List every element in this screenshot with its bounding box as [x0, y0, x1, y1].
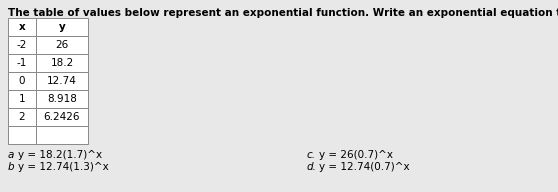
Text: d.: d. — [307, 162, 317, 172]
Text: y = 12.74(1.3)^x: y = 12.74(1.3)^x — [18, 162, 109, 172]
Text: 12.74: 12.74 — [47, 76, 77, 86]
Text: y = 26(0.7)^x: y = 26(0.7)^x — [319, 150, 393, 160]
Text: y = 18.2(1.7)^x: y = 18.2(1.7)^x — [18, 150, 102, 160]
Text: x: x — [18, 22, 25, 32]
Text: 6.2426: 6.2426 — [44, 112, 80, 122]
Bar — [8, 18, 36, 36]
Text: The table of values below represent an exponential function. Write an exponentia: The table of values below represent an e… — [8, 8, 558, 18]
Text: 26: 26 — [55, 40, 69, 50]
Text: y: y — [59, 22, 65, 32]
Bar — [36, 108, 88, 126]
Text: 8.918: 8.918 — [47, 94, 77, 104]
Text: y = 12.74(0.7)^x: y = 12.74(0.7)^x — [319, 162, 410, 172]
Text: 1: 1 — [18, 94, 25, 104]
Bar — [36, 72, 88, 90]
Bar — [8, 36, 36, 54]
Bar — [8, 54, 36, 72]
Text: 0: 0 — [19, 76, 25, 86]
Bar — [8, 108, 36, 126]
Text: 2: 2 — [18, 112, 25, 122]
Bar — [8, 126, 36, 144]
Text: -1: -1 — [17, 58, 27, 68]
Bar — [36, 126, 88, 144]
Bar — [36, 90, 88, 108]
Bar — [36, 36, 88, 54]
Text: 18.2: 18.2 — [50, 58, 74, 68]
Bar — [36, 18, 88, 36]
Text: a: a — [8, 150, 15, 160]
Text: b: b — [8, 162, 15, 172]
Text: c.: c. — [307, 150, 316, 160]
Text: -2: -2 — [17, 40, 27, 50]
Bar — [36, 54, 88, 72]
Bar — [8, 72, 36, 90]
Bar — [8, 90, 36, 108]
